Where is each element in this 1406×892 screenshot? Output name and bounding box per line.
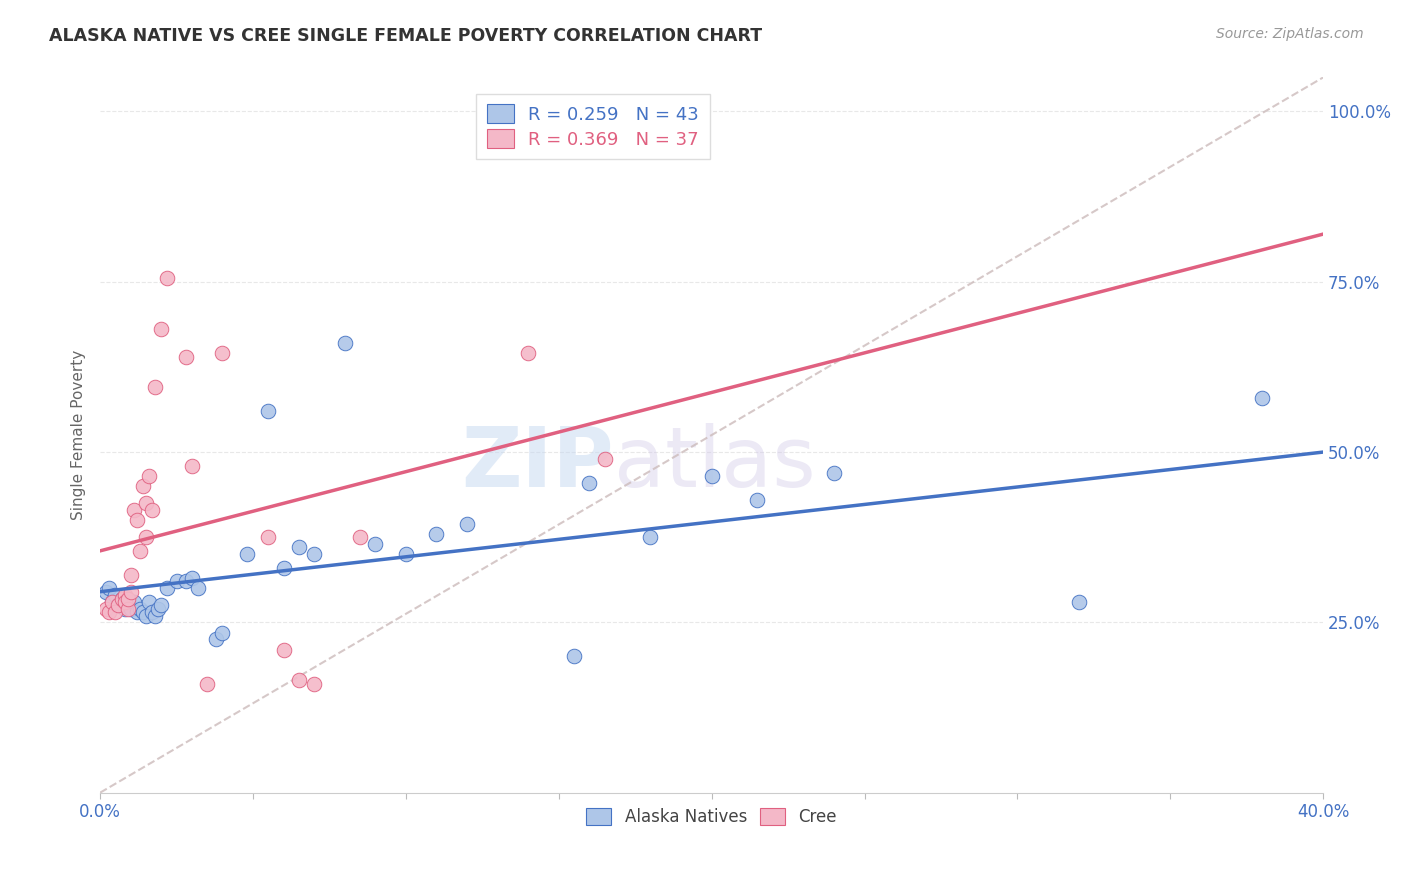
Point: [104, 588, 127, 602]
Point: [96, 601, 118, 615]
Point: [593, 451, 616, 466]
Point: [166, 574, 188, 589]
Point: [150, 599, 173, 613]
Point: [125, 513, 148, 527]
Point: [132, 605, 155, 619]
Point: [120, 567, 142, 582]
Point: [456, 516, 478, 531]
Point: [700, 469, 723, 483]
Point: [174, 574, 197, 589]
Point: [150, 322, 173, 336]
Point: [174, 350, 197, 364]
Point: [98, 605, 121, 619]
Point: [395, 547, 418, 561]
Point: [180, 458, 202, 473]
Point: [98, 582, 121, 596]
Point: [132, 479, 155, 493]
Point: [517, 346, 540, 360]
Legend: Alaska Natives, Cree: Alaska Natives, Cree: [578, 799, 845, 834]
Point: [333, 336, 356, 351]
Point: [273, 561, 295, 575]
Point: [135, 530, 157, 544]
Point: [156, 582, 179, 596]
Text: atlas: atlas: [614, 423, 815, 504]
Point: [640, 530, 662, 544]
Point: [101, 595, 124, 609]
Point: [141, 503, 163, 517]
Point: [302, 547, 325, 561]
Point: [135, 496, 157, 510]
Point: [547, 104, 569, 119]
Point: [578, 475, 600, 490]
Point: [257, 530, 280, 544]
Point: [578, 104, 600, 119]
Point: [288, 673, 311, 688]
Point: [96, 584, 118, 599]
Point: [349, 530, 371, 544]
Point: [747, 492, 769, 507]
Point: [288, 541, 311, 555]
Point: [187, 582, 209, 596]
Point: [107, 599, 129, 613]
Text: ZIP: ZIP: [461, 423, 614, 504]
Point: [122, 503, 145, 517]
Point: [211, 625, 233, 640]
Point: [114, 588, 136, 602]
Point: [273, 642, 295, 657]
Point: [211, 346, 233, 360]
Point: [156, 271, 179, 285]
Point: [562, 649, 585, 664]
Point: [128, 601, 150, 615]
Point: [101, 595, 124, 609]
Point: [114, 601, 136, 615]
Point: [114, 595, 136, 609]
Point: [138, 469, 160, 483]
Point: [135, 608, 157, 623]
Point: [117, 601, 139, 615]
Point: [205, 632, 228, 647]
Text: Source: ZipAtlas.com: Source: ZipAtlas.com: [1216, 27, 1364, 41]
Point: [125, 605, 148, 619]
Point: [823, 466, 845, 480]
Point: [236, 547, 259, 561]
Point: [117, 591, 139, 606]
Point: [302, 676, 325, 690]
Point: [110, 591, 132, 606]
Point: [195, 676, 218, 690]
Point: [138, 595, 160, 609]
Point: [257, 404, 280, 418]
Point: [143, 608, 166, 623]
Point: [425, 526, 447, 541]
Point: [110, 591, 132, 606]
Point: [143, 380, 166, 394]
Point: [120, 601, 142, 615]
Point: [1251, 391, 1274, 405]
Point: [120, 584, 142, 599]
Point: [141, 605, 163, 619]
Point: [148, 601, 170, 615]
Point: [122, 595, 145, 609]
Point: [104, 605, 127, 619]
Point: [180, 571, 202, 585]
Point: [128, 544, 150, 558]
Point: [107, 599, 129, 613]
Point: [117, 595, 139, 609]
Point: [364, 537, 387, 551]
Text: ALASKA NATIVE VS CREE SINGLE FEMALE POVERTY CORRELATION CHART: ALASKA NATIVE VS CREE SINGLE FEMALE POVE…: [49, 27, 762, 45]
Point: [1067, 595, 1090, 609]
Y-axis label: Single Female Poverty: Single Female Poverty: [72, 350, 86, 520]
